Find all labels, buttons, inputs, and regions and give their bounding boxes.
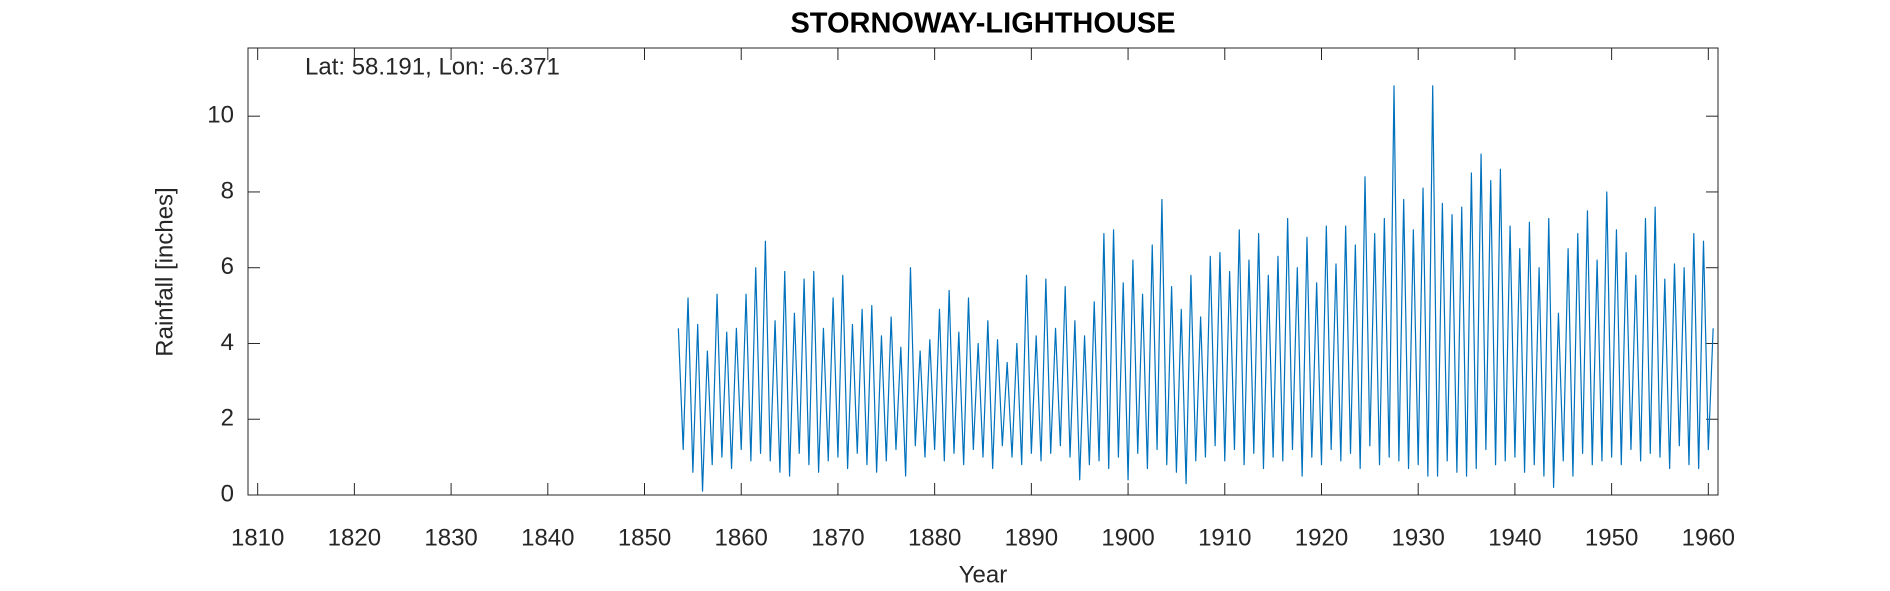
x-tick-label: 1890 xyxy=(1005,524,1058,551)
plot-frame xyxy=(247,47,1719,496)
y-tick-label: 6 xyxy=(221,253,234,280)
x-tick-label: 1810 xyxy=(231,524,284,551)
chart-title: STORNOWAY-LIGHTHOUSE xyxy=(790,8,1175,40)
x-tick-label: 1920 xyxy=(1295,524,1348,551)
y-tick-label: 8 xyxy=(221,177,234,204)
x-tick-label: 1840 xyxy=(521,524,574,551)
line-series xyxy=(677,85,1714,492)
y-tick-label: 4 xyxy=(221,329,234,356)
x-tick-label: 1870 xyxy=(811,524,864,551)
x-tick-label: 1820 xyxy=(328,524,381,551)
y-tick-label: 0 xyxy=(221,480,234,507)
x-tick-label: 1960 xyxy=(1682,524,1735,551)
annotation: Lat: 58.191, Lon: -6.371 xyxy=(305,53,560,80)
x-tick-label: 1930 xyxy=(1392,524,1445,551)
y-axis-label: Rainfall [inches] xyxy=(151,187,178,356)
x-tick-label: 1830 xyxy=(424,524,477,551)
x-tick-label: 1850 xyxy=(618,524,671,551)
y-tick-label: 10 xyxy=(207,102,234,129)
x-tick-label: 1900 xyxy=(1101,524,1154,551)
x-tick-label: 1880 xyxy=(908,524,961,551)
x-tick-label: 1940 xyxy=(1488,524,1541,551)
x-tick-label: 1910 xyxy=(1198,524,1251,551)
x-tick-label: 1950 xyxy=(1585,524,1638,551)
y-tick-label: 2 xyxy=(221,405,234,432)
x-axis-label: Year xyxy=(959,561,1008,588)
x-tick-label: 1860 xyxy=(715,524,768,551)
